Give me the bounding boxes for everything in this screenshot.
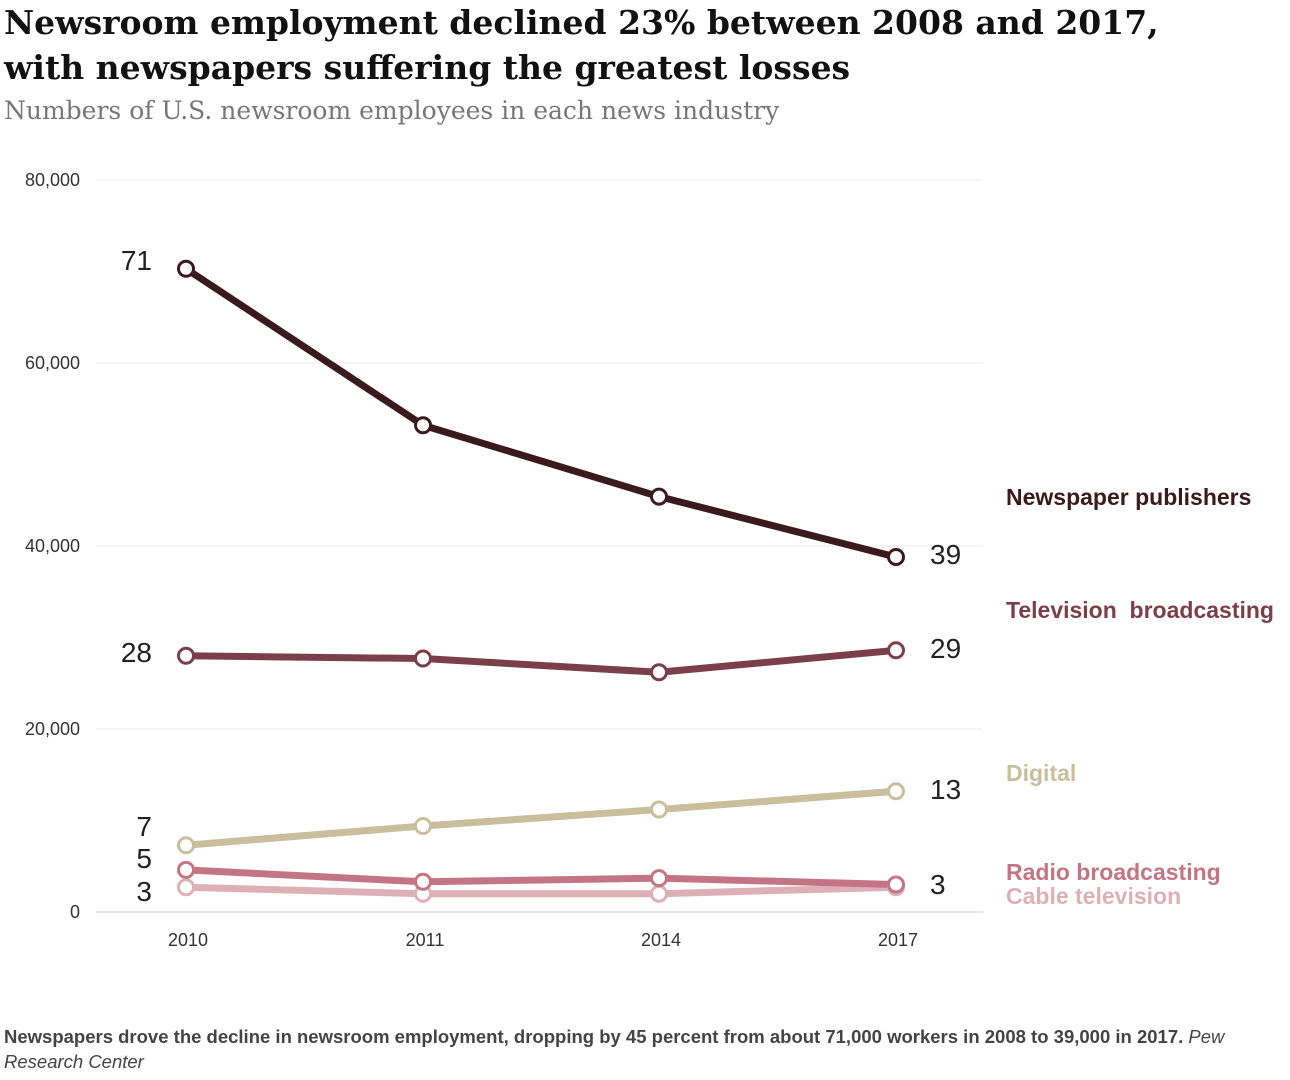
data-point-cable-television [177, 878, 195, 897]
end-value-label: 39 [930, 539, 961, 570]
legend-label-digital: Digital [1006, 760, 1076, 786]
data-point-newspaper-publishers [414, 416, 432, 435]
legend-label-television-broadcasting: Television broadcasting [1006, 597, 1274, 623]
series-line-radio-broadcasting [182, 866, 900, 889]
data-point-television-broadcasting [887, 641, 905, 660]
x-tick-label: 2011 [406, 930, 445, 950]
data-point-newspaper-publishers [650, 487, 668, 506]
data-point-newspaper-publishers [887, 547, 905, 566]
data-point-television-broadcasting [414, 649, 432, 668]
y-tick-label: 0 [70, 902, 80, 922]
data-point-newspaper-publishers [177, 259, 195, 278]
x-tick-label: 2010 [168, 930, 208, 950]
series-line-digital [182, 787, 900, 849]
data-point-television-broadcasting [650, 663, 668, 682]
start-value-label: 71 [121, 245, 152, 276]
legend-label-radio-broadcasting: Radio broadcasting [1006, 859, 1221, 885]
series-line-cable-television [182, 883, 900, 898]
data-point-radio-broadcasting [414, 872, 432, 891]
y-tick-label: 80,000 [25, 170, 80, 190]
data-point-radio-broadcasting [650, 869, 668, 888]
footer-caption: Newspapers drove the decline in newsroom… [4, 1026, 1184, 1047]
data-point-digital [650, 800, 668, 819]
x-tick-label: 2017 [878, 930, 918, 950]
chart-title-line-2: with newspapers suffering the greatest l… [4, 48, 851, 87]
start-value-label: 3 [136, 876, 152, 907]
x-tick-label: 2014 [641, 930, 681, 950]
y-tick-label: 60,000 [25, 353, 80, 373]
legend-label-newspaper-publishers: Newspaper publishers [1006, 484, 1251, 510]
start-value-label: 7 [136, 811, 152, 842]
footer-source: Pew Research Center [4, 1026, 1225, 1072]
series-line-newspaper-publishers [182, 265, 900, 561]
data-point-digital [177, 836, 195, 855]
legend-label-cable-television: Cable television [1006, 883, 1181, 909]
chart-title-line-1: Newsroom employment declined 23% between… [4, 3, 1159, 42]
start-value-label: 5 [136, 843, 152, 874]
chart-title: Newsroom employment declined 23% between… [4, 0, 1284, 90]
end-value-label: 13 [930, 774, 961, 805]
start-value-label: 28 [121, 637, 152, 668]
line-chart: 0 20,000 40,000 60,000 80,000 2010 2011 2014 201… [25, 170, 1274, 950]
end-value-label: 29 [930, 633, 961, 664]
end-value-label: 3 [930, 869, 946, 900]
data-point-radio-broadcasting [177, 860, 195, 879]
data-point-digital [414, 816, 432, 835]
chart-subtitle: Numbers of U.S. newsroom employees in ea… [4, 96, 780, 125]
data-point-digital [887, 782, 905, 801]
y-tick-label: 20,000 [25, 719, 80, 739]
data-point-television-broadcasting [177, 646, 195, 665]
y-tick-label: 40,000 [25, 536, 80, 556]
data-point-cable-television [650, 884, 668, 903]
series-line-television-broadcasting [182, 646, 900, 676]
data-point-radio-broadcasting [887, 875, 905, 894]
chart-footer: Newspapers drove the decline in newsroom… [4, 1024, 1274, 1074]
